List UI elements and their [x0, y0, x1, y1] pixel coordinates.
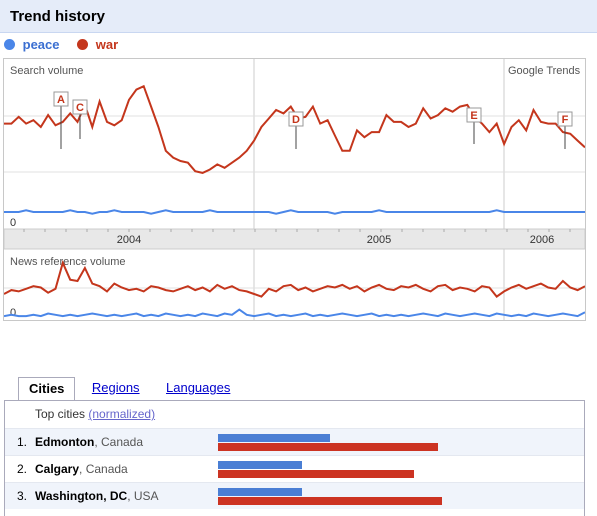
search-volume-label: Search volume — [10, 65, 83, 77]
legend-war: war — [77, 37, 118, 52]
city-name: Washington, DC — [35, 489, 128, 503]
zero-label: 0 — [10, 217, 16, 229]
peace-bar — [218, 461, 302, 469]
google-trends-label: Google Trends — [508, 65, 581, 77]
war-bar — [218, 470, 414, 478]
trend-chart: Search volume Google Trends 0 2004 2005 2006 A… — [3, 58, 586, 321]
legend-war-label: war — [95, 37, 119, 52]
tab-languages[interactable]: Languages — [166, 380, 231, 395]
war-color-dot — [77, 39, 89, 50]
annotation-f: F — [562, 114, 569, 126]
tab-regions[interactable]: Regions — [91, 380, 140, 395]
annotation-box — [557, 111, 573, 127]
annotation-d: D — [292, 114, 300, 126]
country: , Canada — [94, 435, 144, 449]
war-news-line — [4, 259, 585, 298]
peace-bar — [218, 434, 330, 442]
war-bar — [218, 443, 438, 451]
table-row: 3. Washington, DC, USA — [5, 482, 584, 509]
normalized-link[interactable]: (normalized) — [88, 407, 156, 421]
annotation-box — [288, 111, 304, 127]
annotation-box — [466, 107, 482, 123]
cities-panel: Top cities (normalized) 1. Edmonton, Can… — [4, 400, 585, 516]
city-cell: Edmonton, Canada — [35, 435, 143, 449]
legend-peace: peace — [4, 37, 60, 52]
year-axis — [4, 228, 585, 250]
city-name: Edmonton — [35, 435, 95, 449]
city-cell: Calgary, Canada — [35, 462, 128, 476]
chart-legend: peace war — [4, 37, 132, 52]
page-title: Trend history — [10, 8, 106, 25]
city-cell: Washington, DC, USA — [35, 489, 159, 503]
table-row: 1. Edmonton, Canada — [5, 428, 584, 455]
rank: 1. — [17, 435, 28, 449]
annotation-c: C — [76, 102, 84, 114]
peace-color-dot — [4, 39, 15, 50]
rank: 2. — [17, 462, 28, 476]
trend-history-header: Trend history — [0, 0, 597, 33]
rank: 3. — [17, 489, 28, 503]
peace-search-line — [4, 209, 585, 215]
year-label: 2005 — [367, 234, 391, 246]
table-row: 2. Calgary, Canada — [5, 455, 584, 482]
peace-news-line — [4, 308, 585, 318]
legend-peace-label: peace — [22, 37, 60, 52]
annotation-e: E — [470, 110, 477, 122]
annotation-box — [53, 91, 69, 107]
annotation-box — [72, 99, 88, 115]
country: , Canada — [79, 462, 128, 476]
war-search-line — [4, 84, 585, 174]
annotation-a: A — [57, 94, 65, 106]
country: , USA — [127, 489, 159, 503]
city-name: Calgary — [35, 462, 80, 476]
year-label: 2006 — [530, 234, 554, 246]
zero-label: 0 — [10, 307, 16, 319]
year-label: 2004 — [117, 234, 141, 246]
tab-cities[interactable]: Cities — [18, 377, 76, 401]
news-volume-label: News reference volume — [10, 256, 126, 268]
tab-bar: Cities Regions Languages — [18, 376, 242, 401]
top-cities-label: Top cities — [35, 407, 86, 421]
war-bar — [218, 497, 442, 505]
trend-chart-svg: Search volume Google Trends 0 2004 2005 2006 A… — [4, 59, 585, 320]
top-cities-header: Top cities (normalized) — [35, 407, 155, 421]
peace-bar — [218, 488, 302, 496]
